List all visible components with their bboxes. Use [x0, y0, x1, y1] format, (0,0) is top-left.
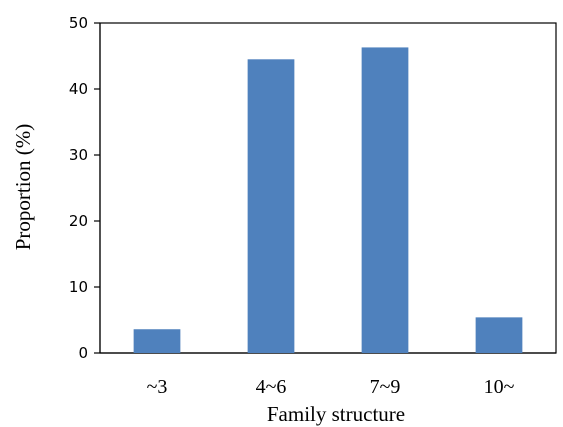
bar	[133, 329, 181, 353]
y-tick-label: 20	[69, 212, 88, 230]
plot-area: 0 10 20 30 40 50 ~3 4~6 7~9 10~	[69, 14, 557, 398]
x-axis-title: Family structure	[267, 402, 405, 426]
x-tick-label: ~3	[147, 376, 168, 398]
plot-frame	[99, 22, 557, 354]
x-tick-label: 7~9	[370, 376, 401, 398]
y-tick-label: 30	[69, 146, 88, 164]
bar	[475, 317, 523, 353]
y-tick-label: 10	[69, 278, 88, 296]
y-axis-title: Proportion (%)	[11, 124, 35, 251]
y-tick-label: 0	[78, 344, 88, 362]
y-tick-label: 50	[69, 14, 88, 32]
bar	[247, 59, 295, 354]
x-tick-label: 10~	[484, 376, 515, 398]
y-tick-label: 40	[69, 80, 88, 98]
bar	[361, 47, 409, 354]
x-tick-label: 4~6	[256, 376, 287, 398]
